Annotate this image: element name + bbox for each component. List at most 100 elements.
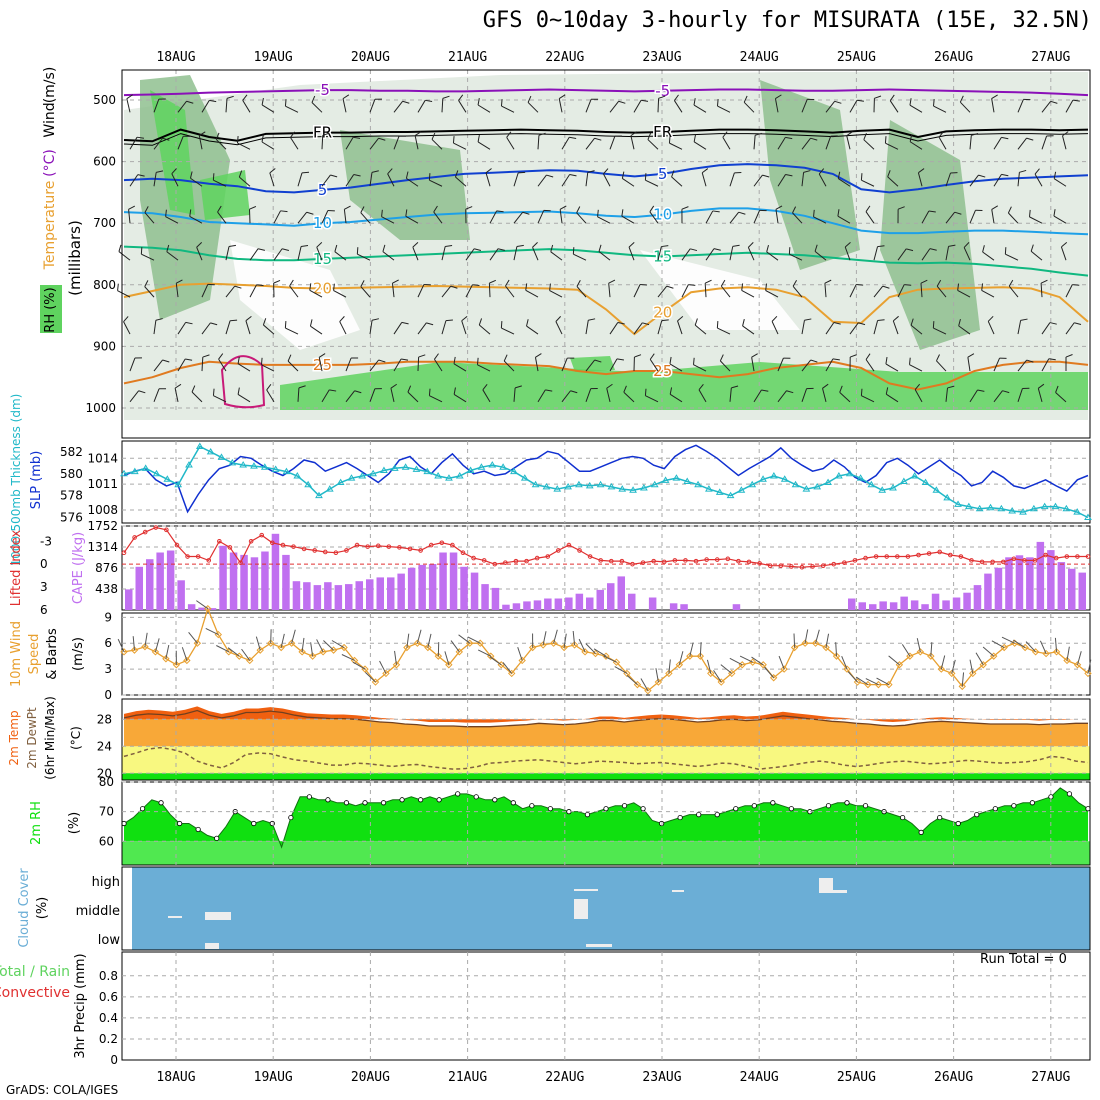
wind-barb-34 xyxy=(201,354,210,372)
wind-barb-336-staff xyxy=(1008,212,1019,224)
wind-barb-101-staff xyxy=(387,173,395,187)
wind-barb-321 xyxy=(958,318,971,335)
wind-barb-74-feather xyxy=(330,174,338,178)
wind-speed-marker xyxy=(445,661,453,669)
wind10m-frame xyxy=(121,612,1091,696)
rh2m-marker xyxy=(1011,803,1017,809)
wind-barb-106 xyxy=(393,358,409,372)
rh2m-marker xyxy=(529,803,535,809)
x-tick-top-22AUG: 22AUG xyxy=(545,50,584,65)
surface-wind-barb xyxy=(444,651,450,665)
wind-barb-99-staff xyxy=(393,100,403,113)
thickness-marker xyxy=(878,486,887,493)
wind-barb-235-feather xyxy=(754,132,762,136)
wind-barb-269 xyxy=(822,383,829,402)
cape-bar-89 xyxy=(1057,562,1066,610)
wind-barb-151-feather xyxy=(503,354,508,362)
thickness-marker xyxy=(293,472,302,479)
surface-wind-barb xyxy=(502,662,513,674)
wind-barb-255 xyxy=(792,206,803,224)
wind-barb-24-staff xyxy=(177,322,187,335)
thickness-marker xyxy=(672,474,681,481)
surface-wind-barb xyxy=(876,677,890,686)
wind-barb-196-feather xyxy=(634,354,642,358)
wind-speed-marker xyxy=(665,669,673,678)
cape-bar-79 xyxy=(952,597,961,610)
wind-barb-193-staff xyxy=(628,246,635,261)
thickness-marker xyxy=(802,485,811,492)
wind-speed-marker xyxy=(424,643,432,652)
wind-barb-336-feather xyxy=(1007,206,1012,214)
wind-barb-290 xyxy=(887,170,899,187)
li-marker xyxy=(608,558,614,564)
thickness-marker xyxy=(954,500,962,507)
wind-barb-92-feather xyxy=(371,170,379,173)
thickness-marker xyxy=(1019,508,1027,515)
wind-barb-238-feather xyxy=(747,242,754,248)
wind-barb-55 xyxy=(261,135,275,150)
x-tick-bottom-24AUG: 24AUG xyxy=(740,1070,779,1085)
wind-barb-199-feather xyxy=(647,132,652,140)
wind-barb-257-feather xyxy=(792,279,798,287)
wind-barb-179-staff xyxy=(585,388,592,403)
wind-barb-318 xyxy=(969,209,983,224)
li-marker xyxy=(693,558,699,564)
isotherm-label-20-1: 20 xyxy=(653,304,672,322)
cloud-block-1 xyxy=(205,912,231,920)
wind-barb-46-staff xyxy=(237,142,251,150)
wind-barb-333-staff xyxy=(1017,99,1024,113)
wind-barb-259-feather xyxy=(810,359,818,363)
wind-barb-154 xyxy=(537,132,546,150)
isotherm-label-FR-1: FR xyxy=(653,123,672,141)
y-tick-wind-0: 0 xyxy=(104,688,112,702)
x-tick-bottom-22AUG: 22AUG xyxy=(545,1070,584,1085)
wind-barb-242-staff xyxy=(753,389,762,403)
wind-barb-266-staff xyxy=(824,283,827,298)
thickness-marker xyxy=(661,476,670,483)
wind-barb-76-staff xyxy=(316,247,323,261)
thickness-marker xyxy=(867,480,876,488)
surface-wind-barb xyxy=(394,650,397,665)
wind-barb-294-feather xyxy=(892,315,899,322)
wind-speed-marker xyxy=(633,680,642,689)
wind-barb-328-feather xyxy=(982,245,985,253)
thickness-marker xyxy=(1073,508,1082,515)
wind-barb-263-staff xyxy=(818,173,827,187)
rh2m-marker xyxy=(844,800,850,806)
li-marker xyxy=(545,554,551,559)
wind-barb-103 xyxy=(382,244,395,261)
thickness-marker xyxy=(217,453,226,460)
y-tick-precip-0.4: 0.4 xyxy=(99,1011,118,1025)
wind-barb-63-feather xyxy=(284,99,287,107)
wind-barb-184-staff xyxy=(598,251,611,261)
wind-barb-293-staff xyxy=(897,284,905,298)
wind-speed-marker xyxy=(717,678,725,686)
wind-speed-marker xyxy=(916,648,925,656)
wind-barb-305 xyxy=(914,383,923,403)
temp-band-green xyxy=(122,773,1090,780)
wind-barb-109-feather xyxy=(414,131,422,136)
cape-bar-21 xyxy=(345,584,353,610)
wind-barb-33-staff xyxy=(201,322,211,335)
wind-barb-309-feather xyxy=(954,211,962,215)
thickness-marker xyxy=(997,504,1006,512)
wind-barb-105-feather xyxy=(401,321,409,325)
wind-barb-322-feather xyxy=(967,353,975,358)
wind-barb-7 xyxy=(129,357,142,372)
rh2m-marker xyxy=(362,800,368,806)
wind-barb-63 xyxy=(284,99,299,113)
surface-wind-barb xyxy=(241,648,251,661)
surface-wind-barb xyxy=(365,671,376,683)
wind-barb-51-feather xyxy=(245,315,252,322)
wind-barb-318-staff xyxy=(969,210,976,224)
wind-speed-marker xyxy=(172,661,181,669)
wind-barb-93 xyxy=(360,206,371,224)
rh2m-marker xyxy=(733,806,739,812)
wind-barb-213 xyxy=(677,315,684,335)
wind-barb-205-feather xyxy=(649,353,655,360)
wind-barb-167 xyxy=(549,283,563,298)
surface-wind-barb xyxy=(181,647,188,661)
cloud-block-8 xyxy=(833,890,847,893)
wind-barb-231-feather xyxy=(716,321,719,329)
wind-barb-151-staff xyxy=(503,360,515,372)
